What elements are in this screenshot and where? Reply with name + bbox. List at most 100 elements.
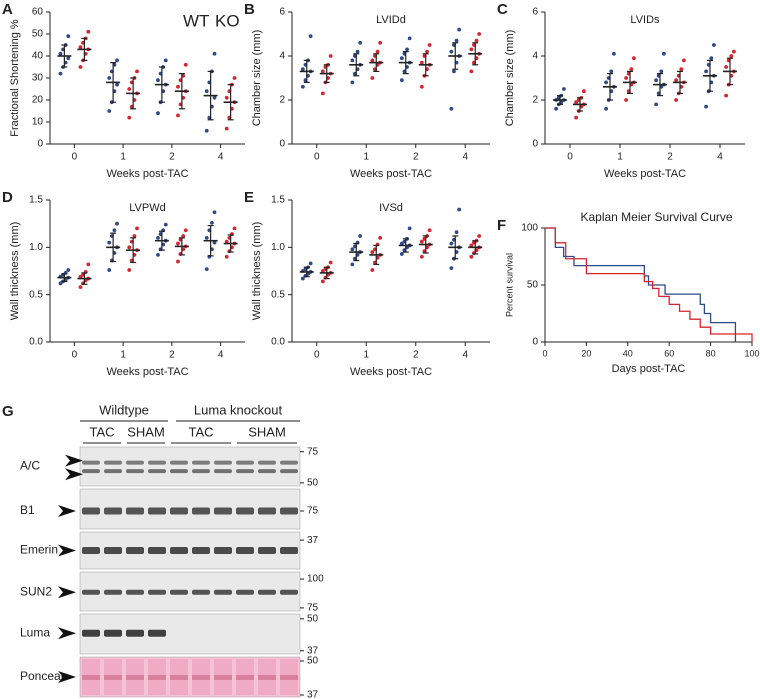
y-tick-label: 60: [32, 7, 44, 18]
data-point: [358, 40, 363, 45]
data-point: [604, 80, 608, 85]
data-point: [204, 235, 209, 240]
data-point: [320, 279, 325, 284]
data-point: [562, 87, 566, 91]
data-point: [350, 58, 355, 63]
data-point: [724, 93, 728, 98]
y-tick-label: 50: [32, 29, 44, 40]
chart-title: LVIDd: [376, 14, 406, 26]
protein-band: [192, 589, 210, 595]
data-point: [212, 210, 217, 215]
data-point: [378, 235, 383, 240]
data-point: [66, 268, 71, 272]
group-label: Luma knockout: [194, 402, 283, 417]
y-axis-label: Wall thickness (mm): [251, 222, 263, 321]
x-tick-label: 1: [120, 350, 126, 361]
protein-band: [126, 460, 144, 465]
data-point: [709, 56, 714, 61]
data-point: [469, 47, 474, 52]
data-point: [674, 98, 678, 102]
data-point: [204, 89, 209, 94]
data-point: [212, 95, 217, 100]
protein-band: [104, 547, 122, 554]
data-point: [204, 267, 209, 272]
x-tick-label: 40: [623, 348, 633, 358]
data-point: [574, 100, 578, 105]
data-point: [127, 87, 132, 91]
data-point: [425, 49, 429, 54]
protein-band: [104, 629, 122, 637]
condition-label: SHAM: [248, 424, 286, 439]
blot-membrane: [79, 446, 301, 487]
y-tick-label: 30: [32, 73, 44, 84]
data-point: [107, 240, 112, 245]
data-point: [156, 78, 160, 83]
y-tick-label: 6: [279, 7, 285, 18]
arrowhead: [58, 586, 76, 599]
protein-band: [126, 547, 144, 554]
mw-marker: 37: [307, 535, 319, 546]
data-point: [554, 106, 558, 111]
data-point: [350, 80, 355, 85]
protein-band: [82, 589, 100, 595]
data-point: [378, 40, 383, 45]
arrowhead: [58, 627, 76, 640]
protein-band: [214, 507, 232, 515]
protein-band: [170, 460, 188, 465]
data-point: [375, 49, 380, 54]
data-point: [328, 260, 333, 265]
survival-line: [545, 227, 737, 342]
data-point: [674, 78, 678, 83]
x-tick-label: 0: [72, 152, 78, 163]
data-point: [58, 71, 63, 76]
data-point: [604, 106, 608, 111]
y-tick-label: 2: [279, 95, 285, 106]
data-point: [457, 207, 462, 212]
data-point: [654, 78, 658, 83]
data-point: [66, 34, 71, 39]
x-tick-label: 0: [314, 152, 320, 163]
data-point: [654, 102, 658, 107]
condition-label: TAC: [188, 424, 213, 439]
panel-label: B: [244, 1, 255, 18]
mw-marker: 100: [307, 574, 324, 585]
y-tick-label: 2: [532, 95, 538, 106]
protein-band: [82, 547, 100, 554]
data-point: [308, 261, 313, 266]
data-point: [78, 65, 83, 69]
data-point: [320, 269, 325, 273]
data-point: [78, 45, 83, 50]
y-axis-label: Wall thickness (mm): [9, 222, 21, 321]
data-point: [454, 38, 459, 43]
survival-line: [545, 227, 753, 342]
mw-marker: 50: [307, 656, 319, 667]
mw-marker: 50: [307, 478, 319, 489]
data-point: [320, 69, 325, 74]
data-point: [224, 95, 229, 100]
data-point: [449, 49, 454, 54]
y-tick-label: 20: [32, 95, 44, 106]
y-tick-label: 1.0: [271, 242, 285, 253]
data-point: [115, 82, 119, 87]
y-tick-label: 6: [532, 7, 538, 18]
data-point: [58, 51, 63, 56]
ponceau-band: [170, 675, 188, 680]
ponceau-band: [280, 675, 298, 680]
x-tick-label: 20: [581, 348, 591, 358]
data-point: [452, 69, 456, 74]
x-tick-label: 100: [744, 348, 759, 358]
data-point: [107, 268, 112, 272]
condition-label: SHAM: [127, 424, 165, 439]
arrowhead: [58, 505, 76, 517]
x-tick-label: 2: [169, 350, 175, 361]
data-point: [112, 228, 117, 233]
x-tick-label: 0: [72, 350, 78, 361]
protein-band: [280, 507, 298, 515]
data-point: [212, 51, 217, 56]
data-point: [427, 228, 432, 233]
protein-band: [258, 547, 276, 554]
data-point: [407, 36, 412, 41]
row-label: SUN2: [20, 584, 52, 598]
data-point: [300, 84, 305, 89]
panel-label: D: [2, 189, 13, 206]
